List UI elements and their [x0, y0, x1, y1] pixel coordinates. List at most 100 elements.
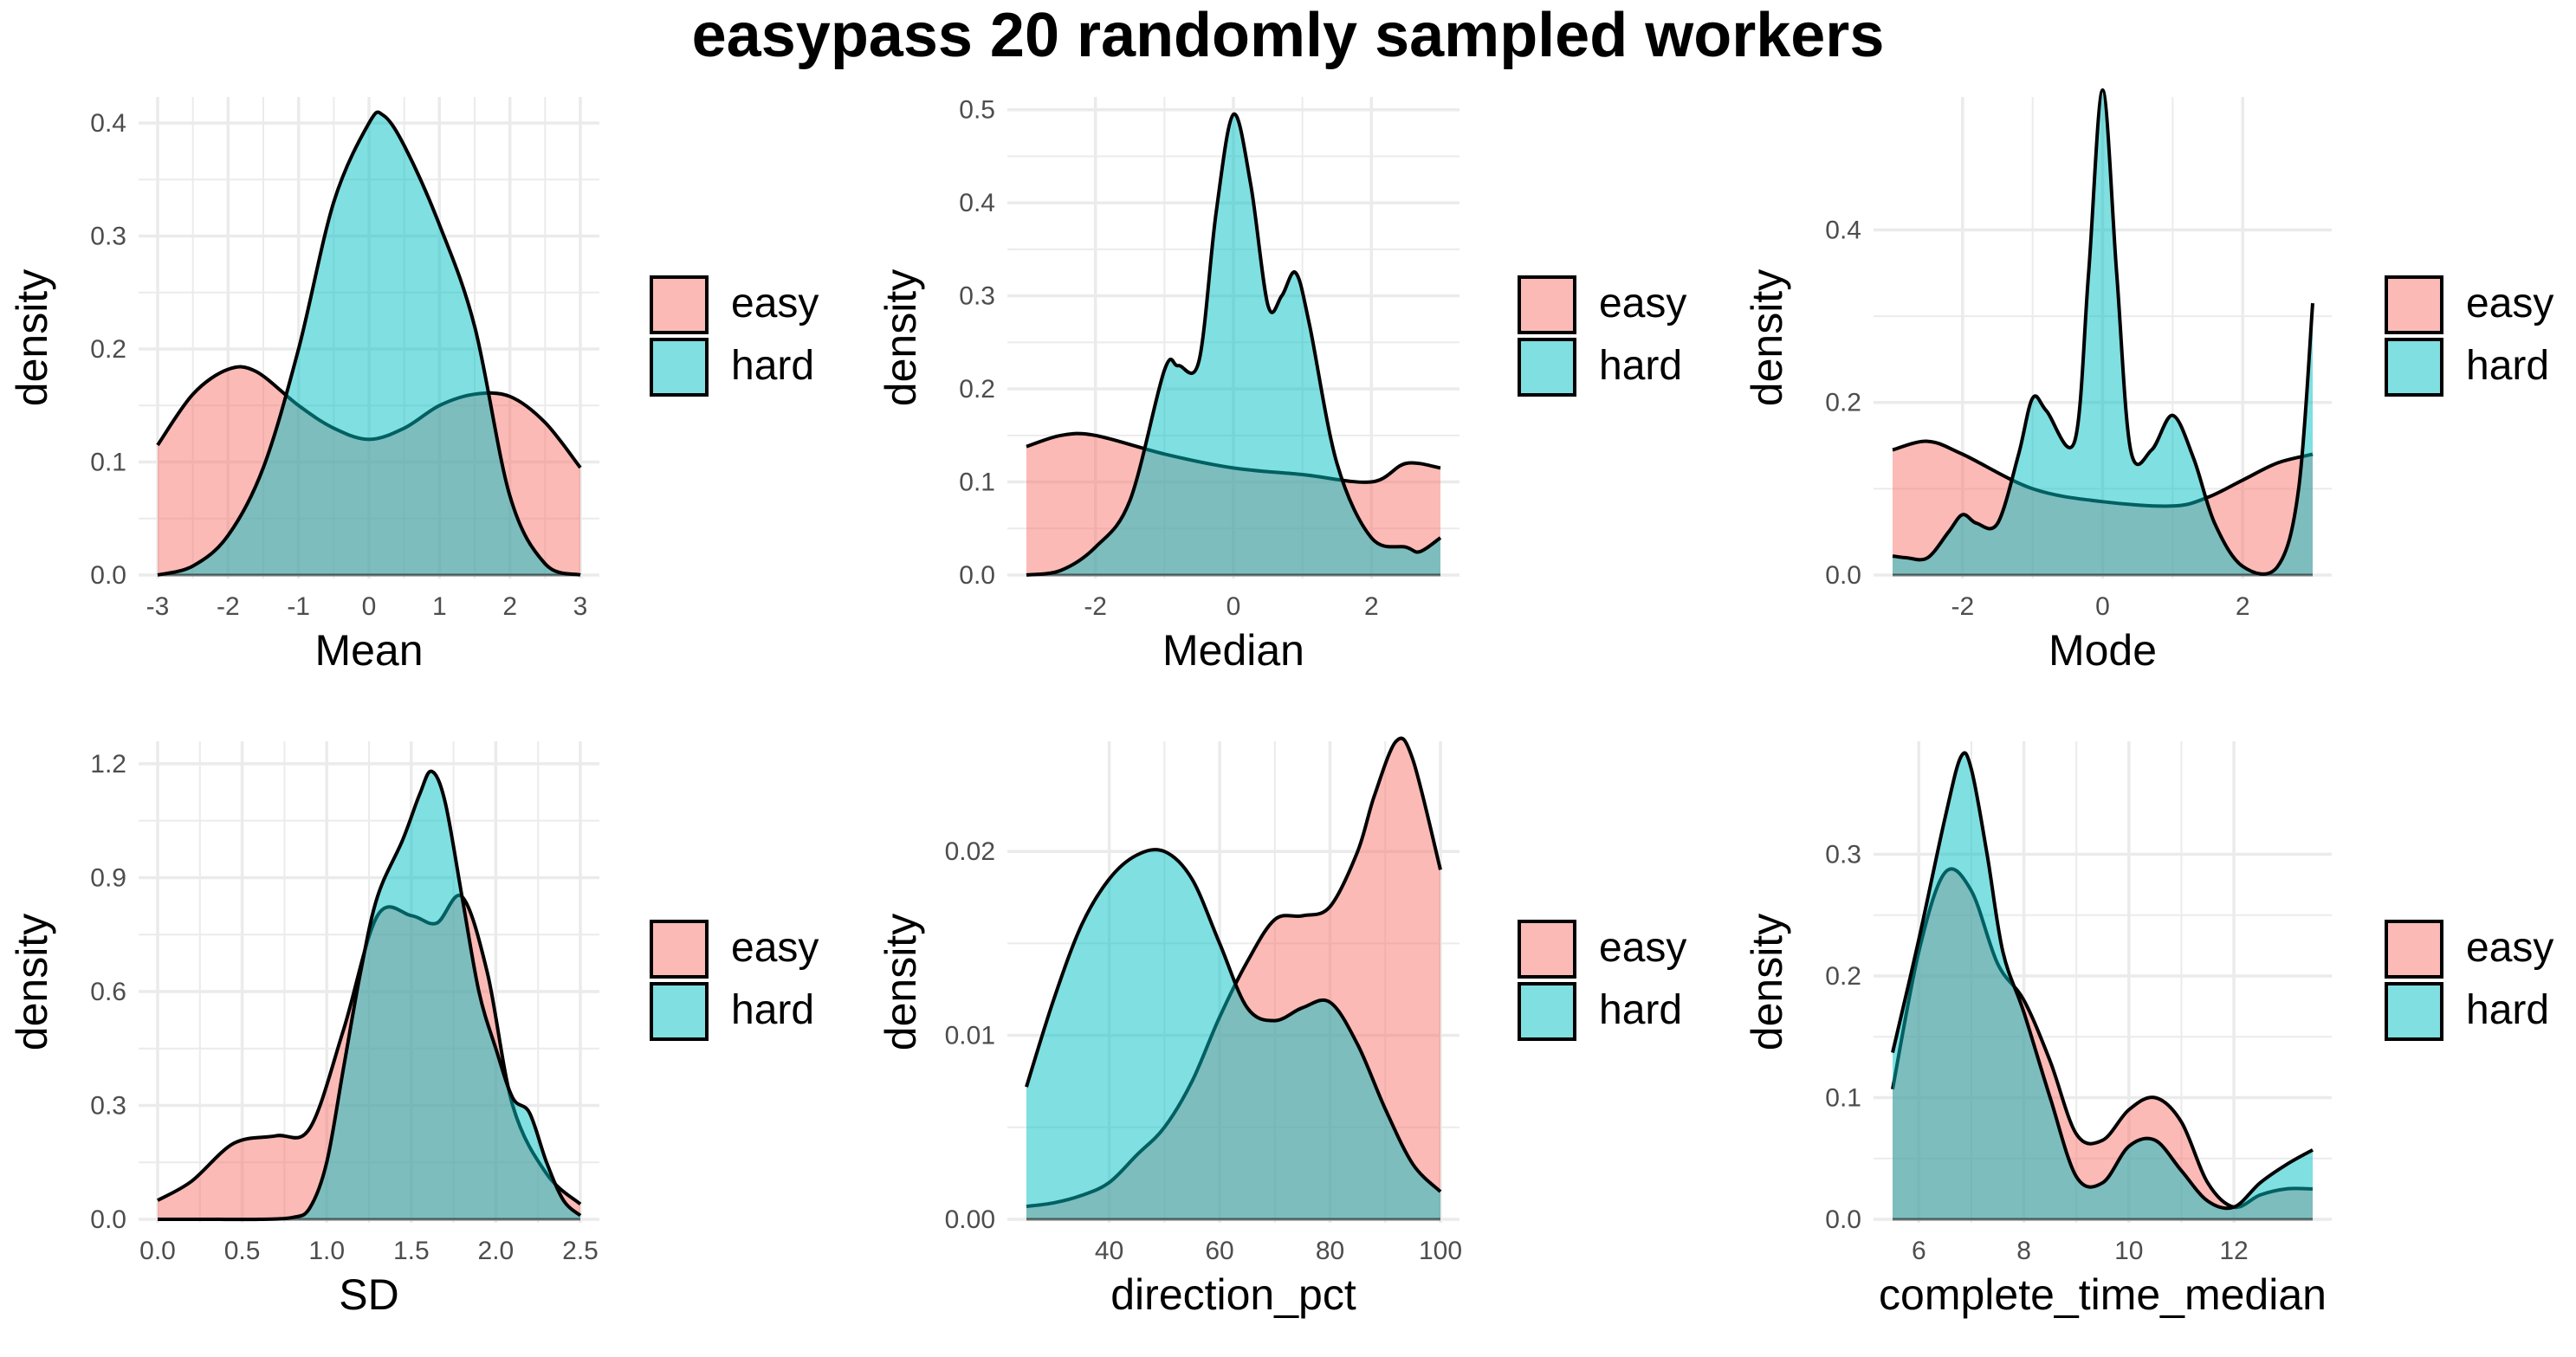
y-tick-label: 0.3 — [90, 1091, 126, 1120]
legend-label-easy: easy — [731, 281, 819, 326]
y-tick-label: 0.1 — [959, 468, 995, 497]
legend: easy hard — [1518, 920, 1686, 1041]
panel-6: 6 8 10 12 0.0 0.1 0.2 0.3 complete_time_median de… — [1743, 741, 2553, 1319]
legend-label-easy: easy — [731, 925, 819, 971]
legend-label-hard: hard — [731, 343, 814, 389]
legend-label-hard: hard — [1599, 343, 1682, 389]
legend-key-easy — [650, 920, 709, 979]
legend-label-hard: hard — [2466, 343, 2549, 389]
x-axis-title: direction_pct — [1110, 1270, 1356, 1319]
x-tick-label: 0.0 — [139, 1237, 176, 1265]
x-axis-title: Mean — [314, 626, 423, 675]
x-tick-label: 2 — [2236, 592, 2250, 621]
y-tick-label: 0.00 — [945, 1205, 995, 1234]
x-tick-label: 12 — [2219, 1237, 2248, 1265]
x-tick-label: 10 — [2114, 1237, 2143, 1265]
x-tick-label: 40 — [1095, 1237, 1123, 1265]
y-tick-label: 0.0 — [90, 561, 126, 590]
x-tick-label: 2 — [502, 592, 517, 621]
y-tick-label: 0.02 — [945, 837, 995, 866]
y-tick-label: 0.0 — [1825, 561, 1861, 590]
y-tick-label: 0.4 — [959, 189, 995, 217]
y-tick-label: 0.2 — [90, 335, 126, 364]
x-axis-title: SD — [339, 1270, 398, 1319]
legend-key-hard — [1518, 982, 1576, 1041]
legend-key-easy — [2385, 275, 2443, 334]
x-tick-label: -1 — [287, 592, 310, 621]
legend-label-easy: easy — [1599, 281, 1686, 326]
y-axis-title: density — [1743, 269, 1791, 406]
x-tick-label: 0 — [362, 592, 377, 621]
legend-label-easy: easy — [1599, 925, 1686, 971]
legend-label-easy: easy — [2466, 925, 2553, 971]
y-axis-title: density — [1743, 914, 1791, 1050]
legend-label-hard: hard — [731, 987, 814, 1033]
density-line-hard — [1025, 848, 1442, 1193]
legend-key-hard — [1518, 338, 1576, 397]
legend: easy hard — [2385, 275, 2553, 397]
legend-key-hard — [2385, 338, 2443, 397]
legend-label-hard: hard — [2466, 987, 2549, 1033]
y-tick-label: 0.9 — [90, 863, 126, 892]
x-tick-label: 0 — [1227, 592, 1241, 621]
panels: -3 -2 -1 0 1 2 3 0.0 0.1 0.2 0.3 0.4 Mean density easy… — [8, 87, 2553, 1319]
density-area-hard — [158, 771, 580, 1220]
x-axis-title: Median — [1162, 626, 1304, 675]
panel-1: -3 -2 -1 0 1 2 3 0.0 0.1 0.2 0.3 0.4 Mean density easy… — [8, 97, 819, 675]
density-area-hard — [1026, 850, 1440, 1219]
legend-key-easy — [1518, 275, 1576, 334]
legend-key-easy — [2385, 920, 2443, 979]
y-tick-label: 0.4 — [1825, 216, 1861, 244]
y-tick-label: 0.1 — [1825, 1083, 1861, 1112]
y-tick-label: 0.3 — [90, 223, 126, 251]
x-tick-label: 8 — [2016, 1237, 2031, 1265]
panel-5: 40 60 80 100 0.00 0.01 0.02 direction_pct densit… — [877, 736, 1686, 1319]
y-tick-label: 0.4 — [90, 109, 126, 138]
density-line-hard — [1892, 87, 2314, 576]
figure-title: easypass 20 randomly sampled workers — [692, 1, 1885, 70]
legend-key-hard — [2385, 982, 2443, 1041]
legend: easy hard — [650, 275, 819, 397]
y-tick-label: 0.0 — [959, 561, 995, 590]
y-tick-label: 0.5 — [959, 96, 995, 125]
legend-key-hard — [650, 982, 709, 1041]
legend: easy hard — [650, 920, 819, 1041]
density-area-hard — [1026, 113, 1440, 575]
legend-label-easy: easy — [2466, 281, 2553, 326]
density-line-hard — [1891, 751, 2314, 1211]
y-tick-label: 0.0 — [90, 1205, 126, 1234]
density-line-hard — [157, 110, 581, 577]
x-tick-label: 80 — [1316, 1237, 1344, 1265]
y-tick-label: 0.2 — [1825, 962, 1861, 991]
density-area-hard — [1893, 753, 2313, 1219]
y-tick-label: 0.2 — [1825, 389, 1861, 417]
x-tick-label: 100 — [1419, 1237, 1462, 1265]
legend-key-easy — [1518, 920, 1576, 979]
x-tick-label: -2 — [1084, 592, 1107, 621]
x-axis-title: complete_time_median — [1879, 1270, 2327, 1319]
y-tick-label: 0.0 — [1825, 1205, 1861, 1234]
x-axis-title: Mode — [2049, 626, 2157, 675]
density-area-hard — [1893, 90, 2313, 575]
legend-key-hard — [650, 338, 709, 397]
x-tick-label: 1.5 — [393, 1237, 430, 1265]
y-tick-label: 1.2 — [90, 750, 126, 779]
x-tick-label: 6 — [1912, 1237, 1926, 1265]
x-tick-label: 2.0 — [478, 1237, 515, 1265]
y-axis-title: density — [8, 269, 56, 406]
x-tick-label: 60 — [1205, 1237, 1233, 1265]
x-tick-label: -3 — [146, 592, 170, 621]
x-tick-label: -2 — [217, 592, 240, 621]
panel-4: 0.0 0.5 1.0 1.5 2.0 2.5 0.0 0.3 0.6 0.9 1.2 SD densi… — [8, 741, 819, 1319]
y-tick-label: 0.6 — [90, 978, 126, 1006]
x-tick-label: 3 — [573, 592, 588, 621]
x-tick-label: -2 — [1951, 592, 1974, 621]
y-tick-label: 0.3 — [959, 282, 995, 311]
legend-key-easy — [650, 275, 709, 334]
y-axis-title: density — [877, 269, 925, 406]
panel-3: -2 0 2 0.0 0.2 0.4 Mode density easy hard — [1743, 87, 2553, 675]
y-tick-label: 0.01 — [945, 1022, 995, 1050]
density-line-hard — [157, 769, 582, 1222]
density-line-hard — [1026, 113, 1442, 577]
